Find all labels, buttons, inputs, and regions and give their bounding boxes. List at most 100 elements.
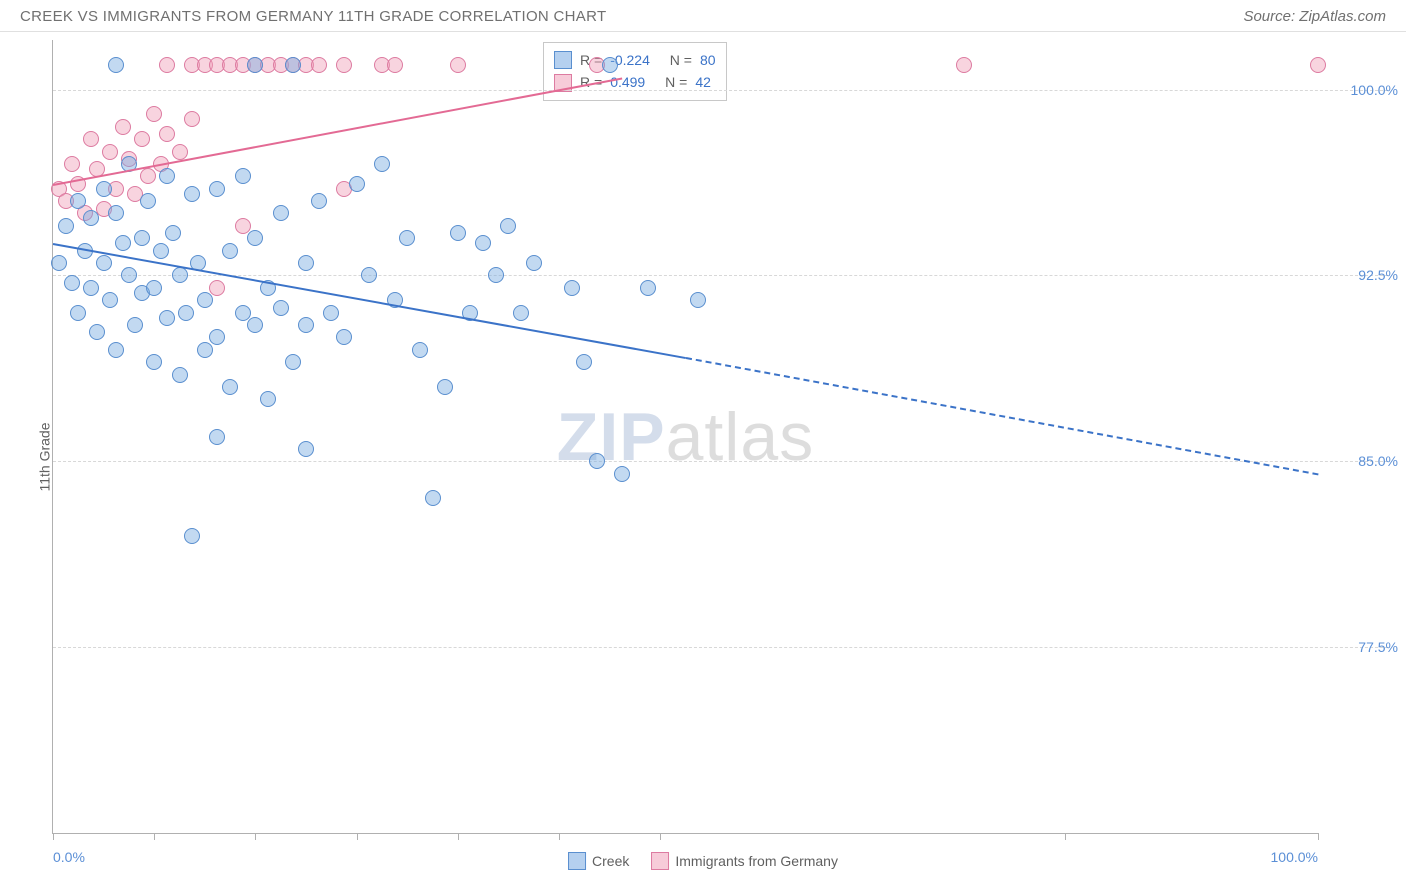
data-point — [172, 267, 188, 283]
data-point — [690, 292, 706, 308]
data-point — [260, 391, 276, 407]
legend-label-germany: Immigrants from Germany — [675, 853, 838, 869]
data-point — [184, 528, 200, 544]
data-point — [172, 144, 188, 160]
data-point — [159, 310, 175, 326]
x-tick — [660, 833, 661, 840]
data-point — [153, 243, 169, 259]
data-point — [209, 329, 225, 345]
source-attribution: Source: ZipAtlas.com — [1243, 8, 1386, 25]
n-label: N = — [670, 49, 692, 71]
y-axis-label: 11th Grade — [37, 422, 53, 491]
legend-row-creek: R = -0.224 N = 80 — [554, 49, 716, 71]
data-point — [89, 324, 105, 340]
data-point — [159, 57, 175, 73]
data-point — [298, 441, 314, 457]
data-point — [526, 255, 542, 271]
x-tick — [559, 833, 560, 840]
data-point — [273, 205, 289, 221]
data-point — [311, 57, 327, 73]
data-point — [127, 317, 143, 333]
data-point — [184, 111, 200, 127]
legend-item-creek: Creek — [568, 852, 629, 870]
data-point — [374, 156, 390, 172]
swatch-blue — [554, 51, 572, 69]
data-point — [235, 305, 251, 321]
data-point — [602, 57, 618, 73]
watermark-zip: ZIP — [557, 399, 666, 475]
x-tick-label: 100.0% — [1271, 849, 1318, 865]
data-point — [209, 181, 225, 197]
grid-line — [53, 461, 1388, 462]
data-point — [475, 235, 491, 251]
data-point — [513, 305, 529, 321]
data-point — [235, 218, 251, 234]
data-point — [349, 176, 365, 192]
data-point — [247, 230, 263, 246]
x-tick — [154, 833, 155, 840]
data-point — [298, 317, 314, 333]
data-point — [70, 305, 86, 321]
legend-item-germany: Immigrants from Germany — [651, 852, 838, 870]
y-tick-label: 77.5% — [1358, 639, 1398, 655]
legend-label-creek: Creek — [592, 853, 629, 869]
x-tick — [255, 833, 256, 840]
data-point — [172, 367, 188, 383]
data-point — [134, 131, 150, 147]
data-point — [165, 225, 181, 241]
data-point — [115, 235, 131, 251]
data-point — [450, 225, 466, 241]
n-value-creek: 80 — [700, 49, 716, 71]
data-point — [222, 379, 238, 395]
x-tick — [357, 833, 358, 840]
data-point — [361, 267, 377, 283]
chart-container: 11th Grade ZIPatlas R = -0.224 N = 80 R … — [0, 32, 1406, 882]
data-point — [285, 57, 301, 73]
watermark-atlas: atlas — [666, 399, 815, 475]
data-point — [184, 186, 200, 202]
swatch-pink — [651, 852, 669, 870]
data-point — [83, 280, 99, 296]
data-point — [140, 168, 156, 184]
x-tick — [458, 833, 459, 840]
data-point — [273, 300, 289, 316]
data-point — [121, 267, 137, 283]
data-point — [146, 280, 162, 296]
data-point — [956, 57, 972, 73]
data-point — [159, 126, 175, 142]
data-point — [285, 354, 301, 370]
data-point — [108, 205, 124, 221]
y-tick-label: 92.5% — [1358, 267, 1398, 283]
data-point — [83, 131, 99, 147]
data-point — [311, 193, 327, 209]
data-point — [83, 210, 99, 226]
data-point — [102, 292, 118, 308]
chart-header: CREEK VS IMMIGRANTS FROM GERMANY 11TH GR… — [0, 0, 1406, 32]
data-point — [134, 230, 150, 246]
swatch-blue — [568, 852, 586, 870]
data-point — [412, 342, 428, 358]
data-point — [222, 243, 238, 259]
series-legend: Creek Immigrants from Germany — [568, 852, 838, 870]
x-tick — [1065, 833, 1066, 840]
data-point — [96, 255, 112, 271]
trend-line — [685, 357, 1318, 475]
data-point — [64, 156, 80, 172]
data-point — [247, 317, 263, 333]
data-point — [102, 144, 118, 160]
data-point — [115, 119, 131, 135]
data-point — [488, 267, 504, 283]
data-point — [399, 230, 415, 246]
data-point — [336, 57, 352, 73]
correlation-legend: R = -0.224 N = 80 R = 0.499 N = 42 — [543, 42, 727, 101]
data-point — [387, 57, 403, 73]
data-point — [1310, 57, 1326, 73]
y-tick-label: 85.0% — [1358, 453, 1398, 469]
data-point — [640, 280, 656, 296]
data-point — [323, 305, 339, 321]
data-point — [96, 181, 112, 197]
y-tick-label: 100.0% — [1351, 82, 1398, 98]
grid-line — [53, 90, 1388, 91]
data-point — [437, 379, 453, 395]
data-point — [589, 453, 605, 469]
